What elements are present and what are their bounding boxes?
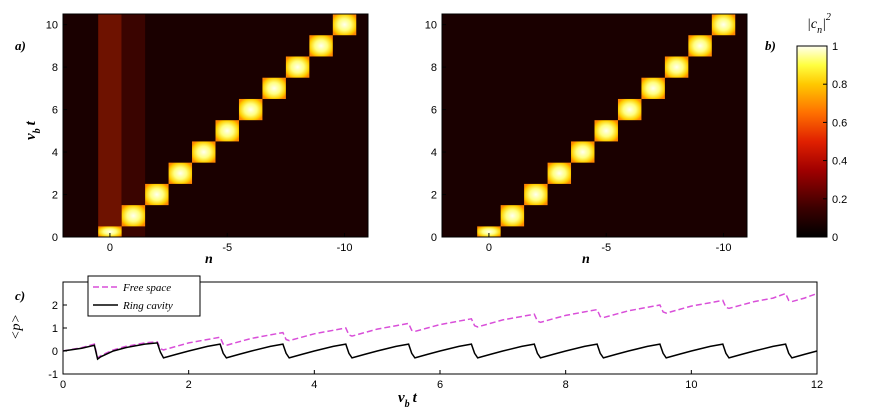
heatmap-b-xtick-label-2: -10 bbox=[716, 242, 732, 254]
heatmap-a-ytick-label-1: 2 bbox=[52, 190, 58, 202]
line-xtick-label-1: 2 bbox=[186, 379, 192, 391]
panel-label-b: b) bbox=[765, 38, 776, 53]
line-ytick-label-0: -1 bbox=[48, 369, 58, 381]
heatmap-b-xtick-label-0: 0 bbox=[486, 242, 492, 254]
heatmap-a-xtick-label-1: -5 bbox=[222, 242, 232, 254]
legend: Free space Ring cavity bbox=[87, 275, 201, 317]
heatmap-b-ytick-label-2: 4 bbox=[431, 147, 437, 159]
heatmap-a-ytick-label-4: 8 bbox=[52, 62, 58, 74]
heatmap-a-cell-6 bbox=[238, 98, 263, 121]
heatmap-a-ytick-label-2: 4 bbox=[52, 147, 58, 159]
heatmap-a-cell-4 bbox=[192, 141, 216, 163]
heatmap-a-column-n0 bbox=[98, 14, 122, 237]
heat-ylabel-main: v bbox=[23, 133, 39, 140]
heatmap-b-cell-5 bbox=[594, 120, 618, 142]
heatmap-a-cell-1 bbox=[121, 205, 146, 227]
svg-text:|cn|2: |cn|2 bbox=[807, 12, 831, 36]
line-ylabel: <p> bbox=[9, 314, 24, 340]
colorbar-tick-label-4: 0.8 bbox=[832, 79, 847, 91]
colorbar-tick-label-2: 0.4 bbox=[832, 156, 847, 168]
line-ytick-label-2: 1 bbox=[52, 323, 58, 335]
heatmap-b-cell-0 bbox=[477, 226, 501, 237]
line-xtick-label-4: 8 bbox=[563, 379, 569, 391]
heatmap-a-frame bbox=[62, 13, 369, 238]
svg-text:vbt: vbt bbox=[23, 120, 43, 140]
line-xtick-label-6: 12 bbox=[811, 379, 823, 391]
heat-ylabel: vbt bbox=[23, 120, 43, 140]
legend-box bbox=[87, 275, 201, 317]
colorbar-gradient bbox=[796, 45, 828, 238]
heatmap-a-cell-8 bbox=[285, 56, 310, 78]
heatmap-a-cell-5 bbox=[215, 120, 239, 142]
line-xtick-label-0: 0 bbox=[60, 379, 66, 391]
colorbar: 0 0.2 0.4 0.6 0.8 1 bbox=[796, 41, 847, 244]
heatmap-b-cell-4 bbox=[571, 141, 595, 163]
colorbar-tick-label-1: 0.2 bbox=[832, 194, 847, 206]
heatmap-b-cell-7 bbox=[641, 77, 665, 99]
legend-label-1: Ring cavity bbox=[122, 300, 173, 312]
heatmap-b-frame bbox=[441, 13, 748, 238]
colorbar-label-sup: 2 bbox=[826, 12, 831, 23]
line-xlabel-tail: t bbox=[413, 390, 418, 406]
heatmap-b-ytick-label-4: 8 bbox=[431, 62, 437, 74]
line-xlabel-sub: b bbox=[405, 399, 410, 410]
colorbar-label-pre: |c bbox=[807, 17, 818, 32]
line-xtick-label-5: 10 bbox=[685, 379, 697, 391]
heatmap-b: 0 2 4 6 8 10 0 -5 -10 bbox=[425, 13, 748, 254]
colorbar-tick-label-3: 0.6 bbox=[832, 117, 847, 129]
heatmap-b-cell-8 bbox=[664, 56, 689, 78]
colorbar-label-sub: n bbox=[817, 25, 822, 36]
line-ytick-label-3: 2 bbox=[52, 300, 58, 312]
legend-label-0: Free space bbox=[122, 282, 171, 294]
heatmap-b-cell-6 bbox=[617, 98, 642, 121]
line-xlabel-main: v bbox=[398, 390, 405, 406]
series-line-0 bbox=[62, 292, 818, 360]
heatmap-a-cell-0 bbox=[98, 226, 122, 237]
heatmap-a-ytick-label-0: 0 bbox=[52, 232, 58, 244]
heat-xlabel-a: n bbox=[205, 252, 213, 267]
heat-ylabel-sub: b bbox=[32, 128, 43, 133]
svg-text:vbt: vbt bbox=[398, 390, 418, 410]
heatmap-b-cell-1 bbox=[500, 205, 525, 227]
heatmap-a-xtick-label-2: -10 bbox=[337, 242, 353, 254]
heatmap-a-cell-3 bbox=[168, 162, 193, 184]
heatmap-a-column-n-minus1 bbox=[121, 14, 146, 237]
heatmap-a: 0 2 4 6 8 10 0 -5 -10 bbox=[46, 13, 369, 254]
heatmap-b-ytick-label-5: 10 bbox=[425, 20, 437, 32]
heatmap-b-cell-3 bbox=[547, 162, 572, 184]
heatmap-a-cell-10 bbox=[332, 14, 357, 36]
heat-ylabel-tail: t bbox=[23, 120, 39, 125]
line-xtick-label-2: 4 bbox=[311, 379, 317, 391]
heatmap-b-ytick-label-1: 2 bbox=[431, 190, 437, 202]
colorbar-tick-label-0: 0 bbox=[832, 232, 838, 244]
heatmap-b-cell-9 bbox=[688, 35, 712, 57]
panel-label-c: c) bbox=[15, 288, 25, 303]
line-ylabel-text: <p> bbox=[9, 314, 24, 340]
heatmap-a-cell-9 bbox=[309, 35, 333, 57]
heatmap-a-ytick-label-3: 6 bbox=[52, 105, 58, 117]
heatmap-b-xtick-label-1: -5 bbox=[601, 242, 611, 254]
colorbar-label: |cn|2 bbox=[807, 12, 831, 36]
line-xtick-label-3: 6 bbox=[437, 379, 443, 391]
series-line-1 bbox=[62, 342, 818, 361]
colorbar-label-post: | bbox=[822, 17, 826, 32]
heatmap-b-cell-2 bbox=[524, 183, 548, 206]
heatmap-a-cell-7 bbox=[262, 77, 286, 99]
panel-label-a: a) bbox=[15, 38, 26, 53]
heatmap-b-ytick-label-3: 6 bbox=[431, 105, 437, 117]
colorbar-tick-label-5: 1 bbox=[832, 41, 838, 53]
heatmap-a-cell-2 bbox=[145, 183, 169, 206]
line-xlabel: vb t bbox=[398, 390, 418, 410]
line-ytick-label-1: 0 bbox=[52, 346, 58, 358]
heatmap-a-xtick-label-0: 0 bbox=[107, 242, 113, 254]
heatmap-b-cell-10 bbox=[711, 14, 736, 36]
heatmap-b-ytick-label-0: 0 bbox=[431, 232, 437, 244]
heatmap-a-ytick-label-5: 10 bbox=[46, 20, 58, 32]
heat-xlabel-b: n bbox=[582, 252, 590, 267]
